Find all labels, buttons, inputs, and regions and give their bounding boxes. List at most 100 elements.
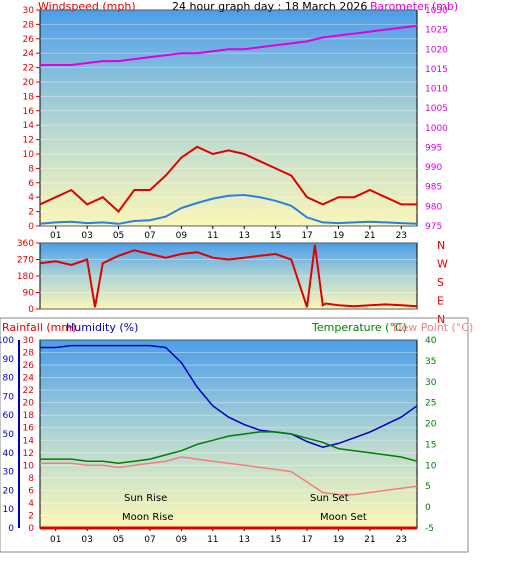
rain-tick-label: 28: [23, 349, 35, 359]
hour-tick-label: 01: [50, 535, 61, 545]
wind-tick-label: 8: [28, 164, 34, 174]
compass-label: W: [437, 258, 448, 271]
wind-panel-background: [39, 9, 418, 227]
temperature-tick-label: 15: [425, 440, 436, 450]
humidity-tick-label: 70: [3, 392, 15, 402]
hour-tick-label: 15: [270, 231, 281, 241]
hour-tick-label: 01: [50, 231, 61, 241]
temp-panel-series: [40, 344, 418, 530]
rain-tick-label: 22: [23, 386, 34, 396]
dewpoint-line: [40, 456, 418, 496]
temperature-tick-label: 30: [425, 378, 437, 388]
humidity-axis-ticks: 0 10 20 30 40 50 60 70 80 90 100: [0, 336, 20, 534]
rain-tick-label: 12: [23, 449, 34, 459]
temperature-tick-label: 25: [425, 399, 436, 409]
baro-tick-label: 985: [425, 183, 442, 193]
compass-label: E: [437, 295, 444, 308]
temp-hum-panel: Rainfall (mm) Humidity (%) Temperature (…: [0, 317, 473, 553]
hour-tick-label: 13: [238, 535, 249, 545]
baro-tick-label: 1015: [425, 65, 448, 75]
wind-panel-grid: [40, 9, 417, 227]
hour-tick-label: 09: [176, 535, 188, 545]
hour-tick-label: 21: [364, 535, 375, 545]
direction-tick-label: 90: [23, 289, 35, 299]
rain-tick-label: 14: [23, 436, 35, 446]
humidity-tick-label: 10: [3, 505, 15, 515]
hour-tick-label: 21: [364, 231, 375, 241]
hour-tick-label: 11: [207, 535, 218, 545]
humidity-tick-label: 80: [3, 374, 15, 384]
temperature-tick-label: 0: [425, 503, 431, 513]
humidity-axis-title: Humidity (%): [66, 321, 138, 334]
compass-label: S: [437, 276, 444, 289]
baro-tick-label: 1025: [425, 26, 448, 36]
moon-rise-label: Moon Rise: [122, 512, 173, 523]
hour-tick-label: 19: [333, 231, 345, 241]
direction-tick-label: 0: [28, 305, 34, 315]
temperature-line: [40, 431, 418, 464]
baro-axis-title: Barometer (mb): [370, 0, 458, 13]
temp-panel-grid: [40, 339, 417, 529]
hour-tick-label: 11: [207, 231, 218, 241]
rain-axis-title: Rainfall (mm): [2, 321, 76, 334]
baro-tick-label: 1030: [425, 6, 448, 16]
wind-tick-label: 10: [23, 150, 35, 160]
temp-panel-hour-ticks: 01 03 05 07 09 11 13 15 17 19 21 23: [50, 528, 407, 545]
moon-set-label: Moon Set: [320, 512, 367, 523]
rain-tick-label: 0: [28, 524, 34, 534]
rain-tick-label: 2: [28, 511, 34, 521]
temperature-tick-label: 35: [425, 357, 436, 367]
wind-tick-label: 16: [23, 107, 35, 117]
rain-tick-label: 20: [23, 399, 35, 409]
sun-rise-label: Sun Rise: [124, 493, 167, 504]
hour-tick-label: 03: [81, 535, 92, 545]
wind-panel-hour-ticks: 01 03 05 07 09 11 13 15 17 19 21 23: [50, 226, 407, 241]
dewpoint-axis-title: Dew Point (°C): [393, 321, 473, 334]
direction-panel-grid: [40, 242, 417, 310]
hour-tick-label: 13: [238, 231, 249, 241]
humidity-tick-label: 100: [0, 336, 14, 346]
lower-frame: [0, 317, 469, 553]
wind-tick-label: 30: [23, 6, 35, 16]
temperature-tick-label: 10: [425, 461, 437, 471]
wind-tick-label: 24: [23, 49, 35, 59]
wind-tick-label: 26: [23, 35, 35, 45]
wind-tick-label: 18: [23, 92, 35, 102]
wind-tick-label: 2: [28, 208, 34, 218]
humidity-tick-label: 20: [3, 486, 15, 496]
wind-axis-title: Windspeed (mph): [38, 0, 136, 13]
wind_avg-line: [39, 193, 418, 225]
baro-tick-label: 1000: [425, 124, 448, 134]
humidity-tick-label: 90: [3, 355, 15, 365]
wind-tick-label: 6: [28, 179, 34, 189]
wind-baro-panel: Windspeed (mph) 24 hour graph day : 18 M…: [23, 0, 459, 241]
wind_dir-line: [39, 244, 418, 308]
wind-tick-label: 0: [28, 222, 34, 232]
baro-tick-label: 975: [425, 222, 442, 232]
direction-tick-label: 360: [17, 239, 34, 249]
hour-tick-label: 23: [396, 231, 407, 241]
compass-label: N: [437, 239, 445, 252]
baro-tick-label: 1020: [425, 45, 448, 55]
hour-tick-label: 09: [176, 231, 188, 241]
hour-tick-label: 07: [144, 231, 155, 241]
baro-tick-label: 1010: [425, 85, 448, 95]
humidity-tick-label: 50: [3, 430, 15, 440]
temperature-axis-title: Temperature (°C): [311, 321, 407, 334]
hour-tick-label: 17: [301, 231, 312, 241]
humidity-tick-label: 60: [3, 411, 15, 421]
hour-tick-label: 07: [144, 535, 155, 545]
direction-series: [39, 244, 418, 308]
temperature-tick-label: 20: [425, 420, 437, 430]
wind-tick-label: 22: [23, 64, 34, 74]
baro-tick-label: 995: [425, 143, 442, 153]
humidity-tick-label: 30: [3, 468, 15, 478]
direction-tick-label: 270: [17, 256, 34, 266]
rain-tick-label: 18: [23, 411, 35, 421]
hour-tick-label: 03: [81, 231, 92, 241]
temperature-axis-ticks: -5 0 5 10 15 20 25 30 35 40: [425, 336, 437, 534]
rain-tick-label: 10: [23, 461, 35, 471]
